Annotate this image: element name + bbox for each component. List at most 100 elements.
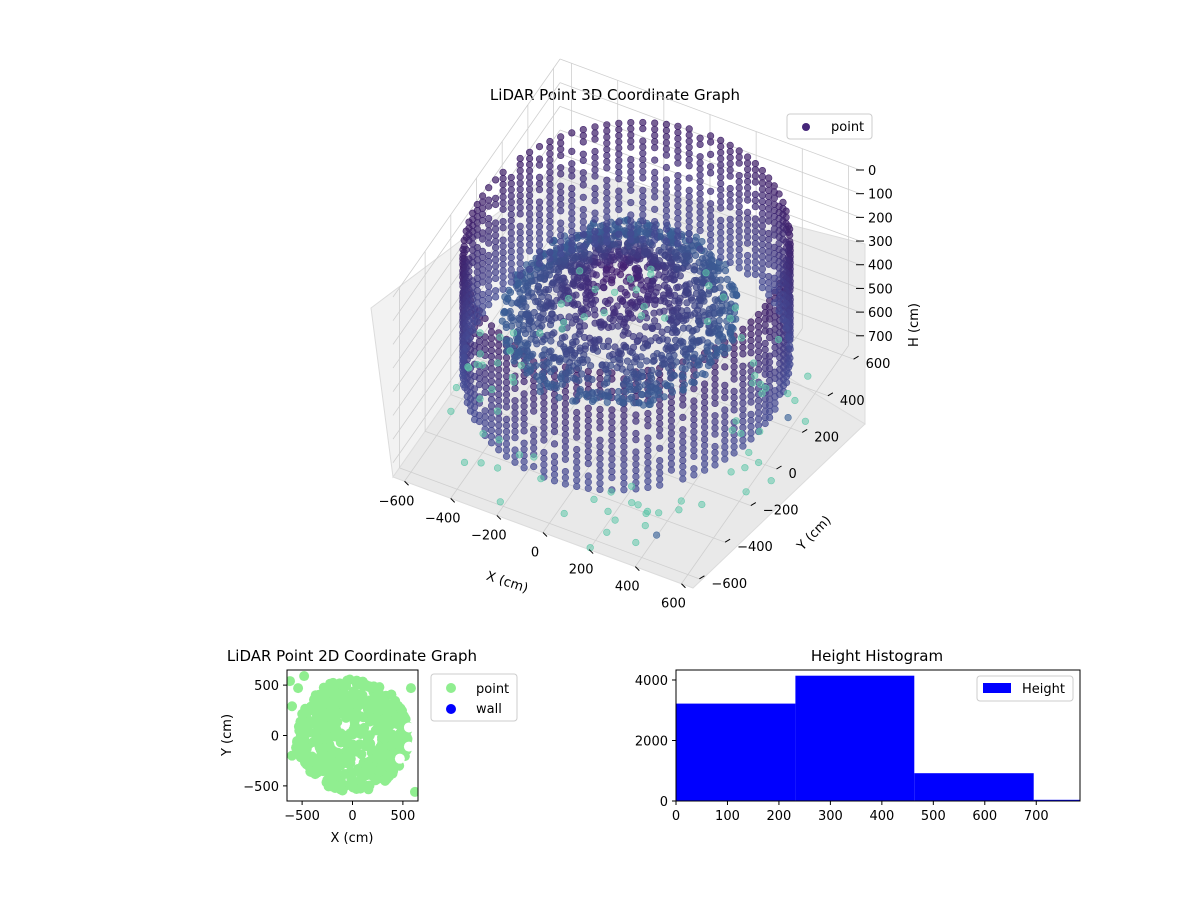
data-point [516, 185, 524, 193]
data-point [541, 376, 549, 385]
data-point [462, 344, 470, 352]
data-point [636, 361, 644, 369]
data-point [615, 251, 624, 259]
data-point [608, 437, 616, 445]
data-point [642, 323, 650, 331]
legend-2d[interactable]: point wall [430, 673, 518, 722]
data-point [627, 118, 635, 127]
data-point [591, 209, 599, 217]
points-3d [447, 118, 812, 552]
data-point [721, 412, 729, 420]
data-point [620, 473, 628, 482]
data-point [495, 421, 503, 429]
data-point [584, 447, 592, 455]
y-tick-label-3d: 600 [866, 357, 891, 372]
data-point [593, 388, 601, 397]
data-point [608, 443, 616, 451]
point-2d [405, 683, 416, 694]
data-point [583, 374, 592, 382]
y-tick-label-3d: 0 [789, 467, 797, 482]
data-point [747, 324, 755, 332]
data-point [636, 332, 644, 340]
data-point [568, 215, 576, 223]
data-point [717, 223, 725, 231]
data-point [561, 424, 570, 433]
data-point [506, 347, 514, 355]
data-point [580, 313, 588, 321]
data-point [751, 246, 760, 254]
data-point [730, 369, 738, 377]
data-point [546, 193, 554, 201]
data-point [561, 418, 570, 427]
data-point [751, 190, 760, 198]
point-2d [291, 742, 302, 753]
data-point [679, 438, 687, 446]
data-point [662, 176, 671, 184]
x-tick-3d [634, 566, 640, 572]
data-point [492, 262, 500, 270]
data-point [546, 162, 554, 170]
point-2d [387, 729, 398, 740]
y-tick-label-3d: −600 [711, 577, 747, 592]
data-point [603, 238, 611, 246]
data-point [487, 396, 496, 404]
data-point [502, 397, 511, 405]
data-point [507, 180, 515, 188]
point-2d [287, 750, 298, 761]
data-point [620, 418, 628, 426]
data-point [538, 370, 547, 378]
data-point [561, 449, 570, 457]
data-point [546, 168, 554, 176]
data-point [591, 319, 599, 327]
data-point [608, 467, 616, 476]
data-point [530, 401, 538, 409]
data-point [674, 239, 682, 247]
data-point [656, 463, 664, 471]
data-point [509, 329, 518, 337]
point-2d [356, 749, 367, 760]
data-point [613, 268, 621, 276]
data-point [615, 119, 623, 127]
data-point [662, 163, 671, 172]
data-point [690, 465, 698, 473]
data-point [758, 216, 767, 224]
z-tick-label-3d: 500 [868, 282, 893, 297]
data-point [730, 375, 738, 383]
data-point [639, 143, 647, 151]
data-point [603, 195, 611, 203]
data-point [692, 233, 700, 241]
x-tick-label-3d: 200 [569, 563, 594, 578]
data-point [648, 366, 656, 375]
data-point [743, 171, 752, 180]
data-point [507, 217, 515, 225]
data-point [791, 396, 799, 405]
data-point [546, 236, 554, 244]
data-point [535, 173, 544, 181]
point-2d [335, 678, 345, 689]
data-point [579, 218, 587, 226]
data-point [520, 378, 528, 386]
data-point [696, 177, 704, 185]
data-point [591, 160, 599, 168]
data-point [525, 161, 534, 169]
data-point [579, 224, 587, 232]
data-point [726, 197, 734, 205]
gap-2d [403, 741, 414, 752]
data-point [742, 488, 750, 496]
data-point [667, 435, 676, 443]
data-point [730, 357, 738, 365]
data-point [685, 143, 693, 151]
legend-3d[interactable]: point [786, 113, 873, 140]
data-point [667, 429, 676, 437]
point-cloud-2d [287, 671, 418, 797]
data-point [499, 242, 507, 250]
data-point [751, 240, 760, 248]
legend-histogram[interactable]: Height [976, 675, 1074, 702]
data-point [582, 290, 590, 299]
data-point [492, 274, 500, 283]
data-point [557, 250, 565, 258]
data-point [550, 458, 559, 467]
data-point [747, 429, 755, 437]
data-point [538, 322, 546, 330]
data-point [690, 415, 698, 424]
